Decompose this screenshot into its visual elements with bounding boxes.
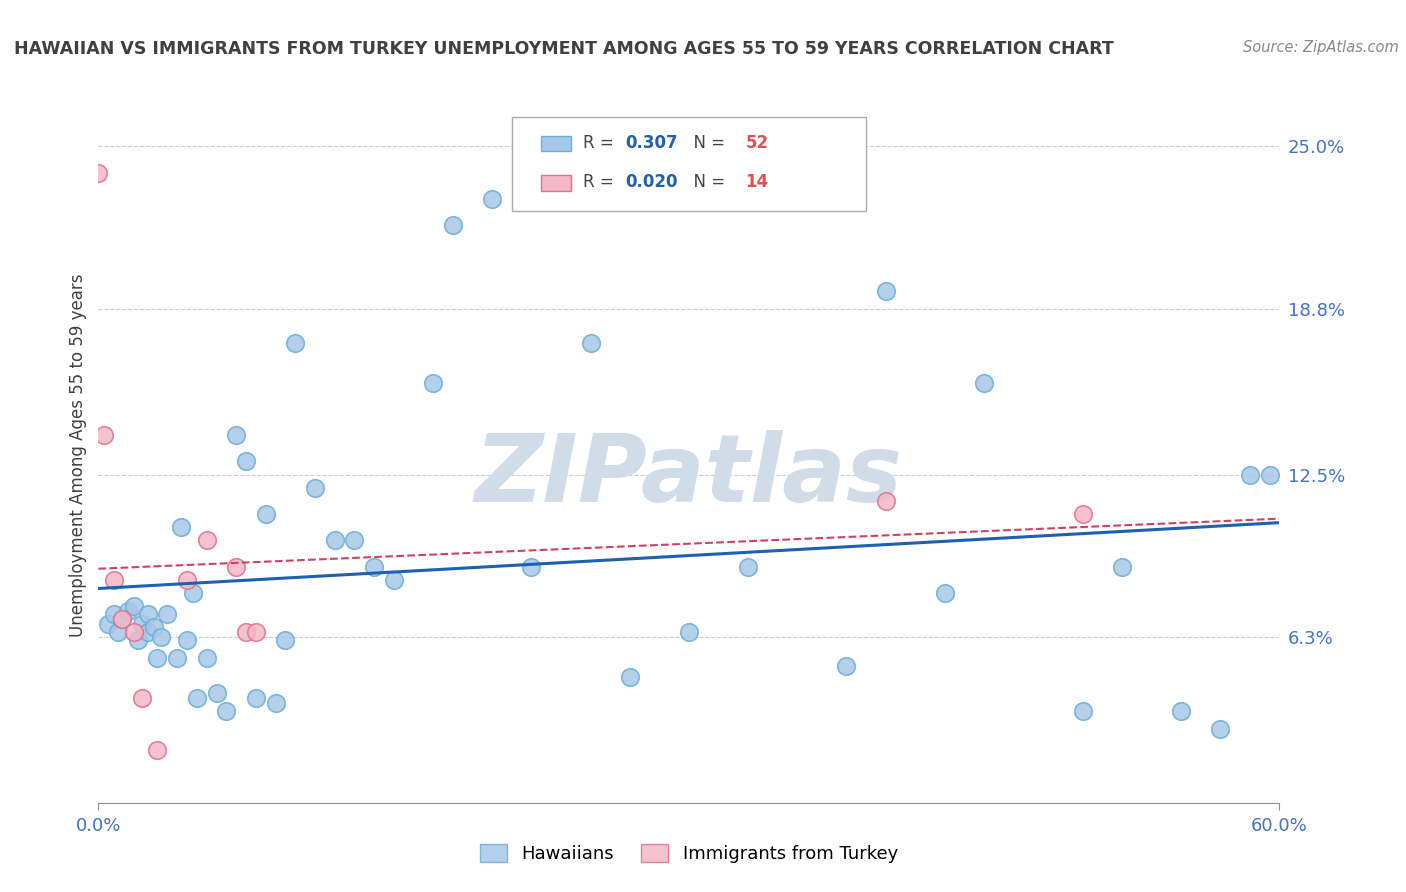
Point: [441, 218, 464, 232]
Point: [934, 586, 956, 600]
Text: 52: 52: [745, 134, 769, 152]
Text: N =: N =: [683, 173, 730, 191]
Point: [579, 336, 602, 351]
Point: [156, 607, 179, 621]
Point: [186, 690, 208, 705]
Text: 14: 14: [745, 173, 769, 191]
Text: R =: R =: [582, 134, 619, 152]
Point: [176, 633, 198, 648]
Point: [142, 620, 165, 634]
Point: [136, 625, 159, 640]
Point: [195, 651, 218, 665]
Point: [1258, 467, 1281, 482]
Text: ZIPatlas: ZIPatlas: [475, 430, 903, 522]
Point: [1209, 723, 1232, 737]
Point: [1239, 467, 1261, 482]
Point: [1071, 704, 1094, 718]
Point: [87, 166, 110, 180]
Point: [343, 533, 366, 548]
Point: [382, 573, 405, 587]
Y-axis label: Unemployment Among Ages 55 to 59 years: Unemployment Among Ages 55 to 59 years: [69, 273, 87, 637]
Point: [284, 336, 307, 351]
Point: [225, 559, 247, 574]
FancyBboxPatch shape: [541, 136, 571, 151]
Point: [973, 376, 995, 390]
Point: [264, 696, 287, 710]
Point: [122, 599, 145, 613]
Point: [274, 633, 297, 648]
Point: [245, 625, 267, 640]
Point: [422, 376, 444, 390]
Text: R =: R =: [582, 173, 619, 191]
Point: [93, 428, 115, 442]
Text: HAWAIIAN VS IMMIGRANTS FROM TURKEY UNEMPLOYMENT AMONG AGES 55 TO 59 YEARS CORREL: HAWAIIAN VS IMMIGRANTS FROM TURKEY UNEMP…: [14, 40, 1114, 58]
Point: [176, 573, 198, 587]
Point: [131, 690, 153, 705]
Point: [304, 481, 326, 495]
Point: [835, 659, 858, 673]
Point: [107, 625, 129, 640]
Point: [136, 607, 159, 621]
Point: [235, 454, 257, 468]
Point: [215, 704, 238, 718]
Point: [103, 607, 125, 621]
Point: [170, 520, 193, 534]
Point: [97, 617, 120, 632]
Point: [166, 651, 188, 665]
Point: [131, 617, 153, 632]
Point: [150, 631, 173, 645]
Text: 0.020: 0.020: [626, 173, 678, 191]
Point: [146, 743, 169, 757]
Point: [117, 604, 139, 618]
Point: [146, 651, 169, 665]
Point: [737, 559, 759, 574]
Point: [225, 428, 247, 442]
Point: [122, 625, 145, 640]
Point: [323, 533, 346, 548]
Text: 0.307: 0.307: [626, 134, 678, 152]
Point: [520, 559, 543, 574]
Point: [481, 192, 503, 206]
Text: Source: ZipAtlas.com: Source: ZipAtlas.com: [1243, 40, 1399, 55]
Point: [619, 670, 641, 684]
Point: [1111, 559, 1133, 574]
Text: N =: N =: [683, 134, 730, 152]
Legend: Hawaiians, Immigrants from Turkey: Hawaiians, Immigrants from Turkey: [472, 837, 905, 871]
Point: [1170, 704, 1192, 718]
Point: [235, 625, 257, 640]
Point: [245, 690, 267, 705]
Point: [195, 533, 218, 548]
Point: [111, 612, 134, 626]
FancyBboxPatch shape: [541, 175, 571, 191]
FancyBboxPatch shape: [512, 118, 866, 211]
Point: [111, 612, 134, 626]
Point: [678, 625, 700, 640]
Point: [1071, 507, 1094, 521]
Point: [254, 507, 277, 521]
Point: [103, 573, 125, 587]
Point: [875, 494, 897, 508]
Point: [363, 559, 385, 574]
Point: [181, 586, 204, 600]
Point: [875, 284, 897, 298]
Point: [127, 633, 149, 648]
Point: [205, 685, 228, 699]
